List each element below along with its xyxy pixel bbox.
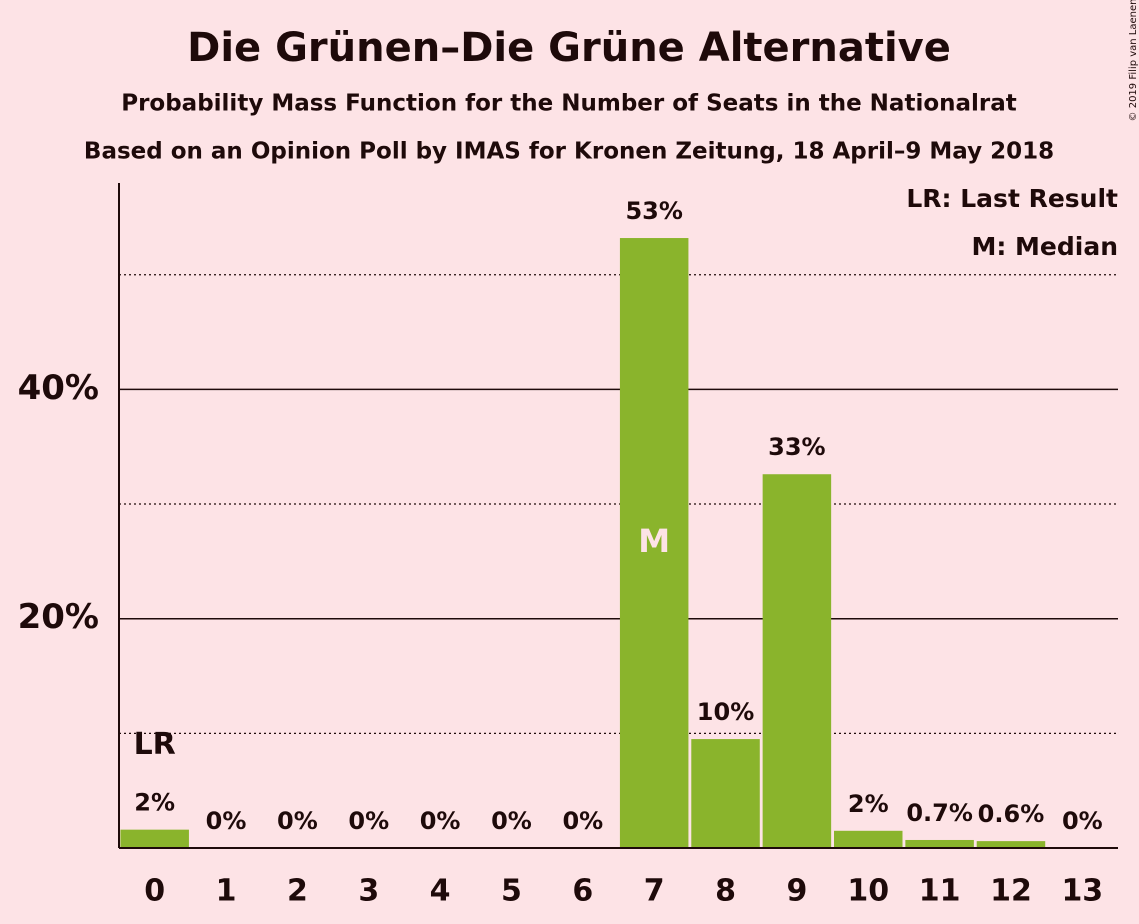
value-label: 0.6%	[978, 800, 1045, 828]
value-label: 0.7%	[906, 799, 973, 827]
chart-subtitle: Based on an Opinion Poll by IMAS for Kro…	[84, 139, 1054, 165]
y-tick-label: 20%	[18, 597, 99, 637]
legend-entry: M: Median	[971, 232, 1118, 261]
x-tick-label: 10	[847, 874, 889, 909]
bar	[905, 839, 974, 848]
bar	[833, 830, 903, 848]
x-tick-label: 13	[1061, 874, 1103, 909]
value-label: 0%	[348, 807, 389, 835]
value-label: 2%	[848, 790, 889, 818]
value-label: 0%	[491, 807, 532, 835]
x-tick-label: 5	[501, 874, 522, 909]
value-label: 53%	[625, 197, 682, 225]
y-tick-label: 40%	[18, 368, 99, 408]
median-marker: M	[638, 522, 670, 560]
bar	[619, 238, 689, 848]
x-tick-label: 9	[786, 874, 807, 909]
bar	[691, 739, 760, 848]
bar	[762, 474, 832, 848]
value-label: 10%	[697, 698, 754, 726]
x-tick-label: 0	[144, 874, 165, 909]
value-label: 0%	[420, 807, 461, 835]
chart-title: Die Grünen–Die Grüne Alternative	[187, 25, 951, 71]
x-tick-label: 7	[644, 874, 665, 909]
value-label: 0%	[206, 807, 247, 835]
bar	[976, 841, 1046, 848]
value-label: 2%	[134, 789, 175, 817]
last-result-marker: LR	[134, 727, 176, 762]
x-tick-label: 2	[287, 874, 308, 909]
bar	[120, 829, 189, 848]
value-label: 0%	[562, 807, 603, 835]
value-label: 0%	[277, 807, 318, 835]
value-label: 33%	[768, 433, 825, 461]
x-tick-label: 4	[430, 874, 451, 909]
x-tick-label: 8	[715, 874, 736, 909]
x-tick-label: 6	[572, 874, 593, 909]
value-label: 0%	[1062, 807, 1103, 835]
x-tick-label: 3	[358, 874, 379, 909]
x-tick-label: 1	[216, 874, 237, 909]
legend-entry: LR: Last Result	[906, 184, 1118, 213]
x-tick-label: 12	[990, 874, 1032, 909]
chart-subtitle: Probability Mass Function for the Number…	[121, 91, 1017, 117]
x-tick-label: 11	[919, 874, 961, 909]
copyright: © 2019 Filip van Laenen	[1128, 0, 1139, 121]
